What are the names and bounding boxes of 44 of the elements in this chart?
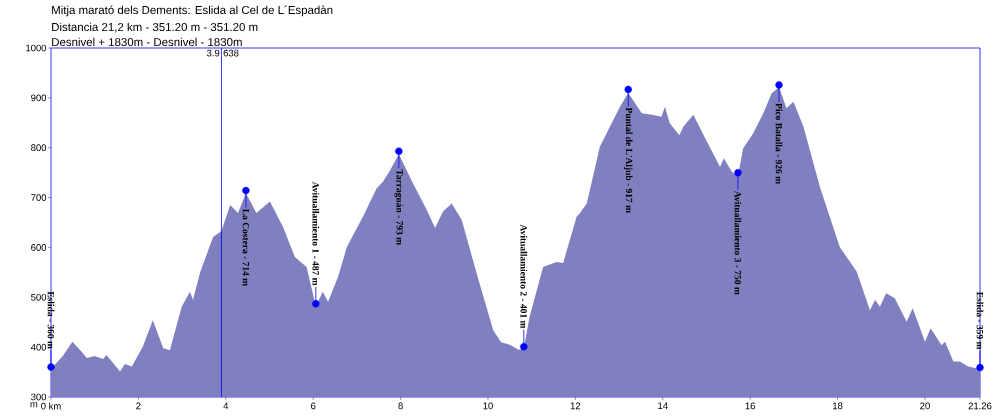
point [520, 342, 528, 351]
annotation: Tarraguán - 793 m [394, 169, 404, 245]
x-tick-label: 21.26 [968, 402, 992, 410]
annotation: Eslida - 359 m [976, 291, 984, 350]
x-tick-label: 8 [398, 402, 403, 410]
y-tick-label: 300 [31, 393, 47, 401]
x-tick-label: 12 [570, 402, 581, 410]
point [976, 363, 984, 372]
chart-subtitle: Distancia 21,2 km - 351.20 m - 351.20 m [52, 22, 258, 33]
point [775, 81, 783, 89]
y-tick-label: 600 [31, 244, 47, 251]
point [312, 300, 320, 308]
annotation: La Costera - 714 m [242, 208, 250, 286]
point [624, 85, 632, 94]
x-tick-label: 16 [745, 402, 756, 410]
text: Desnivel + 1830m - Desnivel - 1830m [52, 37, 242, 47]
point [734, 168, 742, 177]
y-tick-label: 400 [30, 343, 47, 351]
y-tick-label: 1000 [26, 44, 47, 52]
x-tick-label: 6 [311, 402, 316, 410]
annotation: Avituallamiento 2 - 401 m [520, 224, 528, 329]
y-tick-label: 800 [31, 144, 47, 152]
chart-title: Mitja marató dels Dements: Eslida al Cel de L´Espadàn [52, 5, 333, 17]
point [242, 186, 250, 195]
y-tick-label: 700 [31, 194, 47, 201]
x-tick-label: 0 km [41, 402, 61, 410]
y-axis-title: m [30, 402, 38, 408]
y-tick-label: 900 [31, 94, 47, 102]
x-tick-label: 2 [136, 402, 141, 410]
x-tick-label: 20 [920, 402, 930, 410]
point [395, 147, 403, 155]
y-tick-label: 500 [31, 293, 47, 301]
ref-line-label: 3.9 [206, 49, 220, 57]
x-tick-label: 18 [833, 402, 843, 410]
x-tick-label: 10 [483, 402, 493, 410]
x-tick-label: 4 [223, 402, 229, 410]
annotation: Avituallamiento 3 - 750 m [734, 190, 742, 295]
annotation: Avituallamiento 1 - 487 m [312, 181, 320, 286]
annotation: Puntal de L'Aljub - 917 m [623, 107, 633, 213]
x-tick-label: 14 [658, 402, 668, 410]
point [47, 363, 55, 371]
annotation: Eslida - 360 m [47, 291, 55, 349]
annotation: 638 [223, 49, 239, 57]
annotation: Pico Batalla - 926 m [775, 103, 783, 184]
